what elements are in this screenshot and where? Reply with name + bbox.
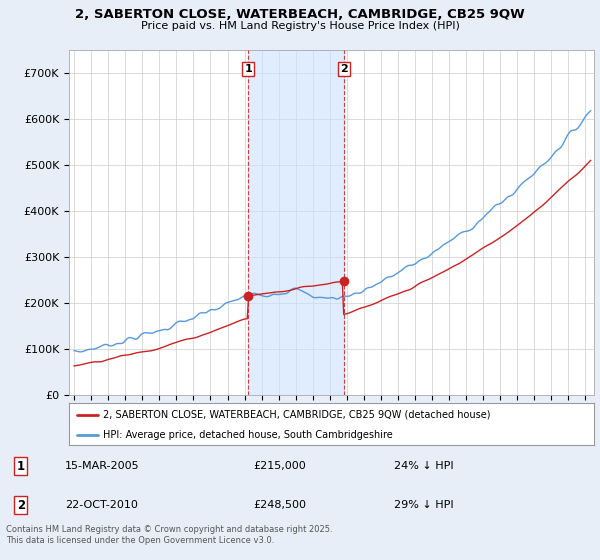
Text: 2: 2 — [340, 64, 347, 74]
Text: 2, SABERTON CLOSE, WATERBEACH, CAMBRIDGE, CB25 9QW: 2, SABERTON CLOSE, WATERBEACH, CAMBRIDGE… — [75, 8, 525, 21]
Text: £215,000: £215,000 — [253, 461, 306, 471]
Text: 1: 1 — [17, 460, 25, 473]
Text: 1: 1 — [244, 64, 252, 74]
Text: 24% ↓ HPI: 24% ↓ HPI — [394, 461, 454, 471]
Text: £248,500: £248,500 — [253, 501, 306, 510]
Text: 2, SABERTON CLOSE, WATERBEACH, CAMBRIDGE, CB25 9QW (detached house): 2, SABERTON CLOSE, WATERBEACH, CAMBRIDGE… — [103, 410, 491, 420]
Bar — [248, 50, 344, 395]
Text: Contains HM Land Registry data © Crown copyright and database right 2025.
This d: Contains HM Land Registry data © Crown c… — [6, 525, 332, 545]
Text: Price paid vs. HM Land Registry's House Price Index (HPI): Price paid vs. HM Land Registry's House … — [140, 21, 460, 31]
Text: 2: 2 — [17, 499, 25, 512]
Text: 22-OCT-2010: 22-OCT-2010 — [65, 501, 137, 510]
Text: 15-MAR-2005: 15-MAR-2005 — [65, 461, 139, 471]
Text: HPI: Average price, detached house, South Cambridgeshire: HPI: Average price, detached house, Sout… — [103, 430, 393, 440]
Text: 29% ↓ HPI: 29% ↓ HPI — [394, 501, 454, 510]
